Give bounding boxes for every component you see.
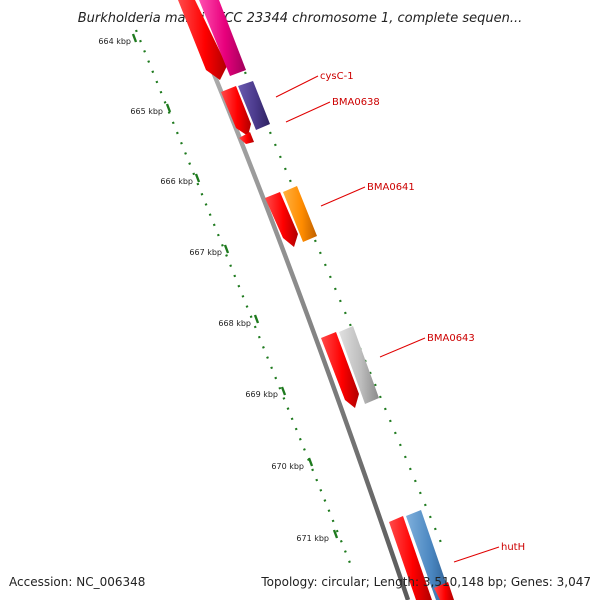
- ruler-tick-665: [165, 103, 172, 113]
- ruler-label-664: 664 kbp: [98, 37, 131, 46]
- ruler-label-667: 667 kbp: [189, 248, 222, 257]
- ruler-tick-664: [131, 33, 138, 43]
- ruler-label-669: 669 kbp: [245, 390, 278, 399]
- chromosome-backbone: [180, 0, 411, 600]
- gene-BMA0641[interactable]: [283, 186, 317, 242]
- gene-label-cysC-1[interactable]: cysC-1: [320, 71, 354, 82]
- leader-BMA0638: [285, 101, 331, 123]
- cds-arrow[interactable]: [178, 0, 227, 80]
- map-title: Burkholderia mallei ATCC 23344 chromosom…: [78, 11, 523, 26]
- ruler-tick-671: [332, 529, 339, 539]
- leader-BMA0641: [320, 186, 366, 207]
- leader-hutH: [453, 546, 500, 563]
- feature-dotted-line: [238, 59, 444, 546]
- ruler-tick-668: [253, 314, 260, 324]
- gene-label-BMA0638[interactable]: BMA0638: [332, 97, 380, 108]
- leader-cysC-1: [275, 75, 319, 98]
- gene-label-hutH[interactable]: hutH: [501, 542, 525, 553]
- cds-arrow[interactable]: [321, 332, 359, 408]
- cds-arrow[interactable]: [389, 516, 432, 600]
- ruler-label-666: 666 kbp: [160, 177, 193, 186]
- gene-BMA0638[interactable]: [238, 81, 270, 130]
- gene-hutH[interactable]: [406, 510, 452, 600]
- gene-BMA0643[interactable]: [339, 326, 379, 404]
- ruler-tick-666: [194, 173, 201, 183]
- ruler-label-671: 671 kbp: [296, 534, 329, 543]
- cds-small-arrow[interactable]: [239, 132, 254, 144]
- gene-cysC-1[interactable]: [199, 0, 246, 76]
- accession-text: Accession: NC_006348: [9, 575, 145, 589]
- cds-features: [178, 0, 454, 600]
- ruler-tick-667: [223, 244, 230, 254]
- label-leader-lines: [275, 75, 500, 563]
- ruler-major-ticks: [131, 33, 339, 539]
- ruler-label-670: 670 kbp: [271, 462, 304, 471]
- cds-arrow[interactable]: [434, 582, 454, 600]
- topology-summary-text: Topology: circular; Length: 3,510,148 bp…: [260, 575, 591, 589]
- leader-BMA0643: [379, 337, 426, 358]
- ruler-label-668: 668 kbp: [218, 319, 251, 328]
- gene-label-BMA0643[interactable]: BMA0643: [427, 333, 475, 344]
- cds-arrow[interactable]: [265, 192, 298, 247]
- ruler-tick-669: [280, 386, 287, 396]
- cds-arrow[interactable]: [221, 86, 251, 136]
- gene-label-BMA0641[interactable]: BMA0641: [367, 182, 415, 193]
- ruler-tick-670: [307, 457, 314, 467]
- ruler-label-665: 665 kbp: [130, 107, 163, 116]
